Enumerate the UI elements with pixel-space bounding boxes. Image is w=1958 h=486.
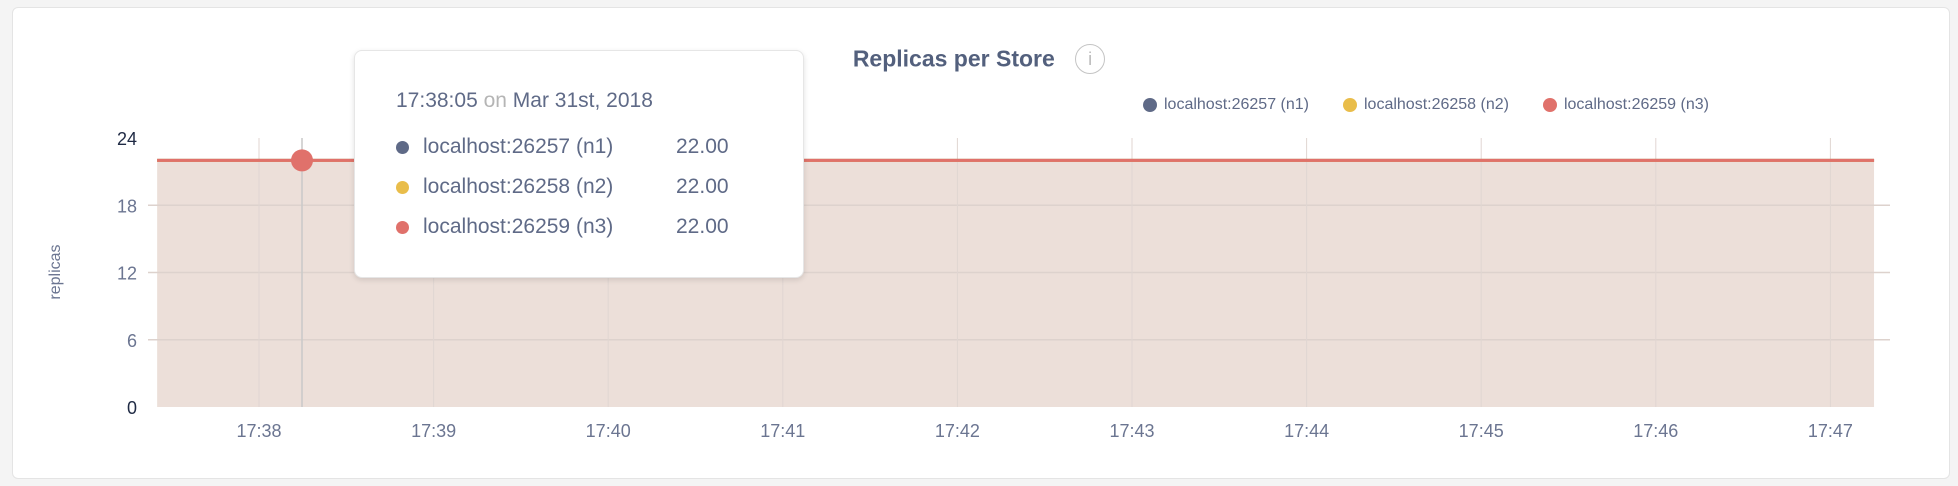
legend-item-n3[interactable]: localhost:26259 (n3) <box>1542 96 1709 114</box>
x-tick-label: 17:40 <box>586 421 631 441</box>
legend-label: localhost:26257 (n1) <box>1164 96 1309 113</box>
legend-item-n1[interactable]: localhost:26257 (n1) <box>1143 96 1309 114</box>
x-tick-label: 17:42 <box>935 421 980 441</box>
y-tick-label: 12 <box>117 264 137 284</box>
y-tick-label: 6 <box>127 331 137 351</box>
x-tick-label: 17:41 <box>760 421 805 441</box>
chart-title: Replicas per Store <box>852 45 1055 72</box>
legend-label: localhost:26258 (n2) <box>1363 96 1509 113</box>
tooltip-value: 22.00 <box>676 175 729 198</box>
tooltip-on: on <box>483 89 507 112</box>
series-dot <box>396 180 409 194</box>
tooltip-row: localhost:26258 (n2) 22.00 <box>396 167 803 207</box>
tooltip-header: 17:38:05 on Mar 31st, 2018 <box>396 89 803 113</box>
legend-label: localhost:26259 (n3) <box>1563 96 1709 113</box>
chart-title-bar: Replicas per Store i <box>0 44 1958 74</box>
y-tick-label: 0 <box>127 398 137 418</box>
x-tick-label: 17:47 <box>1808 421 1853 441</box>
series-dot <box>396 140 409 154</box>
x-tick-label: 17:39 <box>411 421 456 441</box>
tooltip: 17:38:05 on Mar 31st, 2018 localhost:262… <box>354 50 804 278</box>
tooltip-label: localhost:26258 (n2) <box>423 175 614 198</box>
hover-point <box>291 149 313 172</box>
x-tick-label: 17:45 <box>1459 421 1504 441</box>
legend-dot <box>1143 98 1157 112</box>
legend-dot <box>1542 98 1557 112</box>
tooltip-value: 22.00 <box>676 135 729 158</box>
x-tick-label: 17:38 <box>236 421 281 441</box>
tooltip-row: localhost:26257 (n1) 22.00 <box>396 127 803 167</box>
y-tick-label: 18 <box>117 196 137 216</box>
tooltip-label: localhost:26257 (n1) <box>423 135 614 158</box>
tooltip-label: localhost:26259 (n3) <box>423 215 614 238</box>
x-tick-label: 17:44 <box>1284 421 1329 441</box>
legend-item-n2[interactable]: localhost:26258 (n2) <box>1342 96 1509 114</box>
x-tick-label: 17:43 <box>1109 421 1154 441</box>
legend-dot <box>1342 98 1357 112</box>
tooltip-time: 17:38:05 <box>396 89 478 112</box>
info-icon[interactable]: i <box>1075 44 1106 74</box>
tooltip-row: localhost:26259 (n3) 22.00 <box>396 207 803 247</box>
series-dot <box>396 220 409 234</box>
legend: localhost:26257 (n1) localhost:26258 (n2… <box>1143 96 1709 114</box>
tooltip-date: Mar 31st, 2018 <box>512 89 653 112</box>
y-tick-label: 24 <box>117 129 137 149</box>
tooltip-value: 22.00 <box>676 215 729 238</box>
x-tick-label: 17:46 <box>1633 421 1678 441</box>
